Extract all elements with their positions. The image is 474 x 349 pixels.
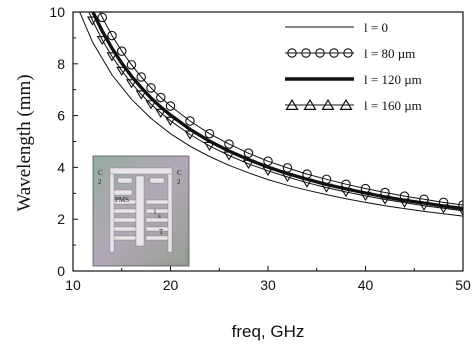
data-point-triangle bbox=[106, 52, 118, 62]
data-point-triangle bbox=[457, 206, 463, 217]
data-point-circle bbox=[117, 46, 127, 56]
x-tick-label: 40 bbox=[358, 277, 374, 293]
data-point-triangle bbox=[359, 191, 372, 202]
data-point-circle bbox=[287, 48, 297, 58]
y-tick-label: 10 bbox=[49, 4, 65, 20]
data-point-circle bbox=[156, 92, 166, 103]
y-tick-label: 0 bbox=[57, 263, 65, 279]
legend-label: l = 80 µm bbox=[364, 46, 415, 61]
data-point-triangle bbox=[96, 35, 108, 46]
data-point-circle bbox=[329, 48, 339, 58]
data-point-circle bbox=[315, 48, 325, 58]
x-tick-label: 10 bbox=[65, 277, 81, 293]
legend-item: l = 160 µm bbox=[285, 98, 422, 113]
data-point-circle bbox=[458, 200, 463, 210]
inset-label-s: s bbox=[158, 212, 161, 220]
legend-label: l = 0 bbox=[364, 20, 388, 35]
legend-label: l = 160 µm bbox=[364, 98, 422, 113]
data-point-triangle bbox=[86, 16, 99, 26]
x-tick-label: 50 bbox=[455, 277, 471, 293]
inset-chip-photo: C C 2 2 PMS l s T bbox=[92, 155, 190, 267]
legend-item: l = 120 µm bbox=[285, 72, 422, 87]
inset-label-2-right: 2 bbox=[177, 178, 181, 186]
series-1 bbox=[97, 12, 463, 210]
data-point-circle bbox=[185, 116, 195, 126]
legend: l = 0 l = 80 µm l = 120 µm l = 160 µm bbox=[285, 20, 422, 113]
inset-label-2-left: 2 bbox=[98, 178, 102, 186]
x-axis-ticks: 10 20 30 40 50 bbox=[65, 266, 471, 293]
data-point-circle bbox=[165, 101, 176, 111]
inset-label-t: T bbox=[159, 228, 164, 236]
y-tick-label: 8 bbox=[57, 56, 65, 72]
data-point-triangle bbox=[135, 90, 147, 100]
data-point-triangle bbox=[78, 0, 87, 2]
data-point-triangle bbox=[145, 100, 157, 110]
series-group bbox=[78, 0, 463, 217]
series-line bbox=[99, 12, 463, 206]
data-point-triangle bbox=[262, 166, 274, 176]
inset-label-l: l bbox=[154, 208, 156, 216]
data-point-circle bbox=[126, 60, 137, 70]
data-point-triangle bbox=[320, 183, 333, 193]
x-tick-label: 20 bbox=[163, 277, 179, 293]
y-axis-label: Wavelength (mm) bbox=[14, 74, 35, 211]
legend-item: l = 0 bbox=[285, 20, 388, 35]
data-point-triangle bbox=[340, 188, 352, 198]
data-point-circle bbox=[343, 48, 353, 58]
series-line bbox=[79, 12, 463, 217]
data-point-triangle bbox=[116, 66, 128, 76]
y-axis-ticks: 0 2 4 6 8 10 bbox=[49, 4, 78, 279]
series-0 bbox=[79, 12, 463, 217]
data-point-triangle bbox=[379, 195, 391, 205]
data-point-triangle bbox=[437, 204, 450, 214]
data-point-triangle bbox=[281, 172, 294, 183]
legend-triangle-marker bbox=[285, 98, 299, 111]
data-point-circle bbox=[204, 128, 215, 139]
data-point-circle bbox=[107, 30, 117, 41]
data-point-triangle bbox=[203, 141, 216, 152]
data-point-triangle bbox=[164, 116, 177, 126]
data-point-triangle bbox=[418, 201, 430, 211]
data-point-triangle bbox=[398, 198, 411, 208]
series-3 bbox=[78, 0, 463, 217]
inset-label-pms: PMS bbox=[115, 196, 129, 204]
x-axis-label: freq, GHz bbox=[232, 322, 305, 341]
data-point-circle bbox=[301, 48, 311, 58]
legend-item: l = 80 µm bbox=[285, 46, 415, 61]
legend-label: l = 120 µm bbox=[364, 72, 422, 87]
data-point-circle bbox=[146, 83, 156, 93]
data-point-triangle bbox=[184, 130, 196, 140]
legend-triangle-marker bbox=[339, 98, 353, 111]
data-point-circle bbox=[243, 148, 254, 158]
legend-triangle-marker bbox=[303, 98, 317, 111]
inset-label-c-left: C bbox=[98, 169, 103, 177]
data-point-triangle bbox=[223, 151, 235, 161]
y-tick-label: 6 bbox=[57, 108, 65, 124]
data-point-triangle bbox=[301, 178, 313, 188]
x-tick-label: 30 bbox=[260, 277, 276, 293]
y-tick-label: 4 bbox=[57, 159, 65, 175]
data-point-circle bbox=[224, 139, 234, 149]
inset-label-c-right: C bbox=[177, 169, 182, 177]
data-point-circle bbox=[97, 12, 108, 23]
data-point-triangle bbox=[242, 159, 255, 169]
data-point-triangle bbox=[125, 79, 138, 89]
data-point-triangle bbox=[155, 108, 167, 118]
legend-triangle-marker bbox=[321, 98, 335, 111]
y-tick-label: 2 bbox=[57, 211, 65, 227]
data-point-circle bbox=[136, 72, 147, 82]
